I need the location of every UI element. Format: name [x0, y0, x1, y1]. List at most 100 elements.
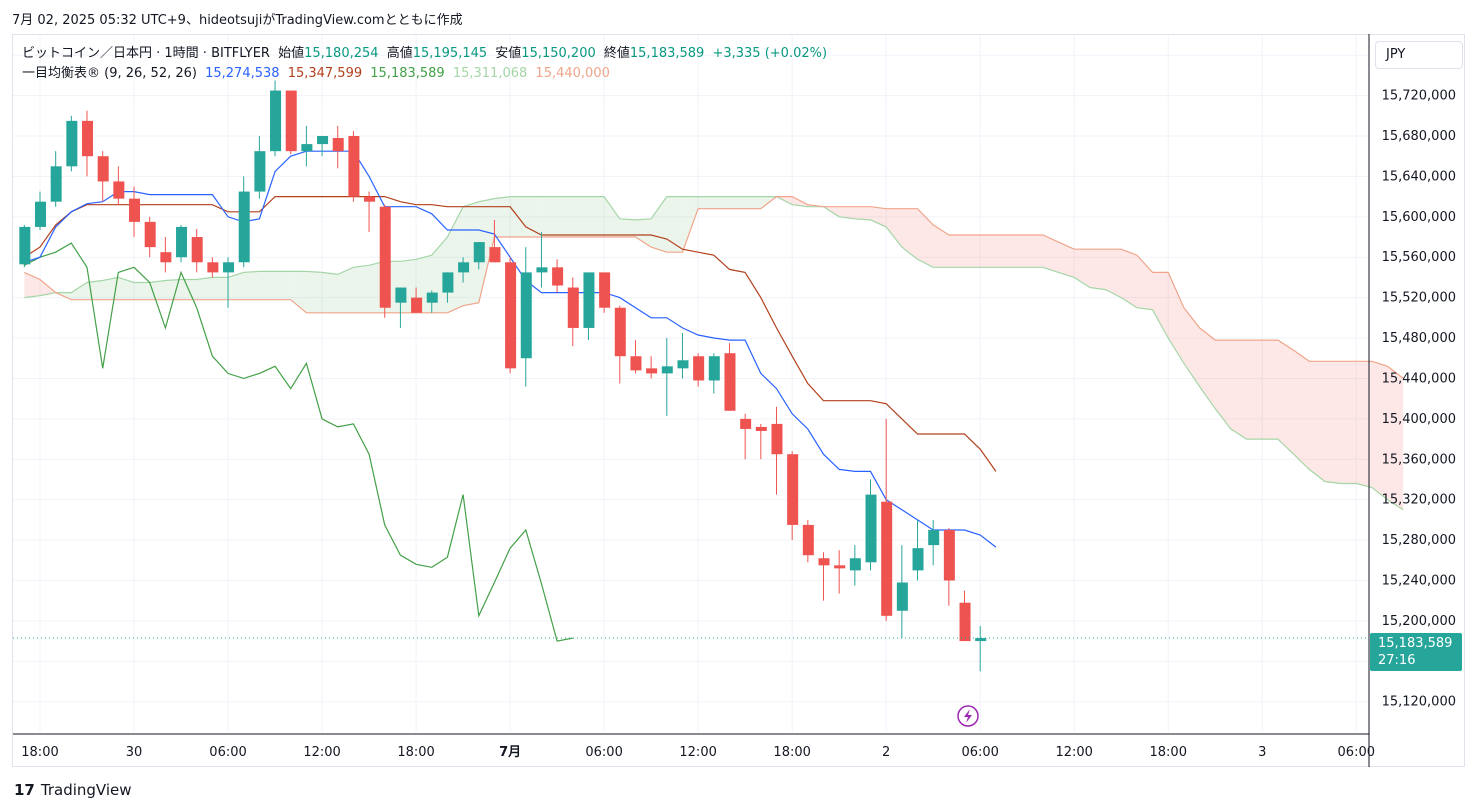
cloud-segment [541, 196, 558, 238]
ichimoku-title[interactable]: 一目均衡表® (9, 26, 52, 26) [22, 66, 197, 81]
candle-body [505, 262, 517, 369]
legend-row-ichimoku: 一目均衡表® (9, 26, 52, 26) 15,274,538 15,347… [22, 64, 831, 84]
cloud-segment [854, 206, 871, 220]
cloud-segment [901, 208, 918, 260]
candle-body [818, 558, 830, 566]
event-flash-icon [957, 705, 979, 727]
time-tick-label: 12:00 [679, 745, 716, 760]
footer-brand[interactable]: 17 TradingView [14, 781, 132, 799]
candle-body [599, 272, 611, 308]
time-tick-label: 18:00 [21, 745, 58, 760]
cloud-segment [572, 196, 589, 238]
candle-body [630, 356, 642, 371]
cloud-segment [353, 265, 370, 313]
chart-caption: 7月 02, 2025 05:32 UTC+9、hideotsujiがTradi… [12, 13, 463, 28]
candle-body [82, 120, 94, 157]
cloud-segment [494, 196, 511, 238]
legend-row-symbol: ビットコイン／日本円 · 1時間 · BITFLYER 始値15,180,254… [22, 44, 831, 64]
cloud-segment [1105, 249, 1122, 298]
senkou-span-a-line [24, 196, 1404, 511]
cloud-segment [682, 196, 699, 253]
candle-body [849, 558, 861, 571]
candle-body [160, 252, 172, 263]
candle-body [19, 226, 31, 265]
cloud-segment [463, 201, 479, 306]
candle-body [317, 136, 329, 145]
span-b-value: 15,440,000 [535, 66, 610, 81]
change-value: +3,335 (+0.02%) [712, 46, 828, 61]
cloud-segment [557, 196, 573, 238]
tradingview-logo-icon: 17 [14, 781, 35, 799]
cloud-segment [1168, 272, 1184, 364]
candle-body [395, 287, 407, 303]
candle-body [536, 267, 548, 273]
time-tick-label: 7月 [499, 745, 521, 760]
cloud-segment [259, 271, 276, 300]
span-a-value: 15,311,068 [452, 66, 528, 81]
candle-body [364, 196, 376, 202]
cloud-segment [1324, 361, 1341, 484]
candle-body [426, 292, 438, 303]
cloud-segment [651, 196, 667, 253]
cloud-segment [1340, 361, 1357, 484]
candle-body [959, 602, 971, 642]
candle-body [567, 287, 579, 328]
candle-body [238, 191, 250, 263]
cloud-segment [243, 271, 260, 300]
cloud-segment [1262, 340, 1278, 440]
candle-body [834, 565, 846, 569]
candle-body [787, 454, 799, 525]
candle-body [129, 198, 141, 222]
price-tick-label: 15,320,000 [1382, 493, 1456, 508]
ichimoku-cloud [24, 196, 1404, 510]
cloud-segment [1246, 340, 1263, 440]
cloud-segment [478, 198, 495, 303]
candle-body [473, 242, 485, 263]
candle-body [379, 206, 391, 308]
symbol-title[interactable]: ビットコイン／日本円 · 1時間 · BITFLYER [22, 46, 270, 61]
cloud-segment [1089, 249, 1106, 290]
candle-body [144, 221, 156, 248]
last-price-tag: 15,183,589 27:16 [1370, 633, 1462, 671]
bar-countdown: 27:16 [1378, 653, 1416, 668]
cloud-segment [635, 218, 652, 248]
cloud-segment [337, 267, 354, 313]
close-label: 終値 [603, 46, 630, 61]
candle-body [693, 356, 705, 381]
price-overlay [13, 637, 1368, 727]
cloud-segment [698, 196, 714, 209]
currency-button[interactable]: JPY [1375, 41, 1463, 69]
cloud-segment [275, 271, 291, 300]
chikou-span-line [24, 242, 573, 642]
candle-body [802, 524, 814, 556]
candle-body [975, 638, 987, 642]
price-tick-label: 15,640,000 [1382, 169, 1456, 184]
candle-body [881, 501, 893, 616]
cloud-segment [118, 277, 135, 300]
cloud-segment [713, 196, 730, 209]
cloud-segment [322, 272, 338, 313]
time-tick-label: 2 [882, 745, 890, 760]
time-tick-label: 06:00 [1338, 745, 1375, 760]
candle-body [943, 529, 955, 581]
chart-legend: ビットコイン／日本円 · 1時間 · BITFLYER 始値15,180,254… [22, 44, 831, 84]
candle-body [755, 426, 767, 431]
candle-body [677, 360, 689, 369]
price-tick-label: 15,400,000 [1382, 412, 1456, 427]
ichimoku-lines [23, 150, 1404, 642]
low-value: 15,150,200 [521, 46, 596, 61]
candle-body [661, 366, 673, 374]
candle-body [928, 529, 940, 546]
price-tick-label: 15,600,000 [1382, 210, 1456, 225]
cloud-segment [1058, 242, 1075, 278]
candle-body [896, 582, 908, 611]
time-tick-label: 06:00 [961, 745, 998, 760]
time-tick-label: 18:00 [773, 745, 810, 760]
cloud-segment [886, 208, 902, 248]
tenkan-value: 15,274,538 [205, 66, 280, 81]
cloud-segment [1371, 361, 1388, 500]
cloud-segment [604, 196, 620, 238]
cloud-segment [1074, 249, 1090, 288]
cloud-segment [839, 206, 855, 219]
